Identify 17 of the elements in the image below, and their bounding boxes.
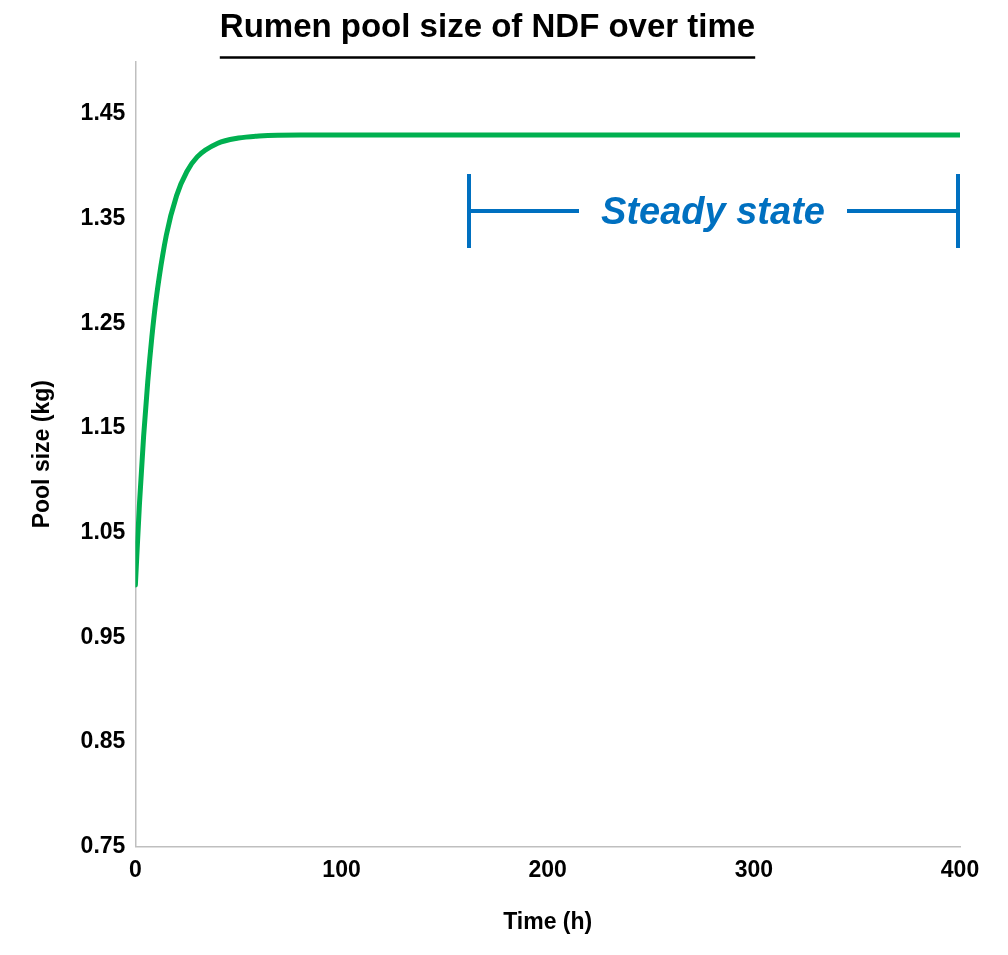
annotation: Steady state [601, 189, 825, 232]
x-tick-label: 300 [734, 855, 774, 882]
y-tick-label: 1.35 [80, 203, 126, 230]
x-tick-label: 100 [322, 855, 361, 882]
y-tick-label: 1.05 [80, 518, 126, 545]
y-tick-label: 0.75 [80, 832, 126, 859]
y-tick-label: 0.95 [80, 622, 126, 649]
y-tick-label: 0.85 [80, 727, 126, 754]
y-axis-title: Pool size (kg) [28, 380, 55, 529]
x-tick-label: 0 [128, 855, 142, 882]
y-tick-label: 1.25 [80, 308, 126, 335]
x-tick-label: 400 [940, 855, 980, 882]
x-axis-title: Time (h) [503, 907, 593, 934]
chart-title: Rumen pool size of NDF over time [219, 6, 756, 44]
y-tick-label: 1.45 [80, 99, 126, 126]
y-tick-label: 1.15 [80, 413, 126, 440]
x-tick-label: 200 [528, 855, 567, 882]
